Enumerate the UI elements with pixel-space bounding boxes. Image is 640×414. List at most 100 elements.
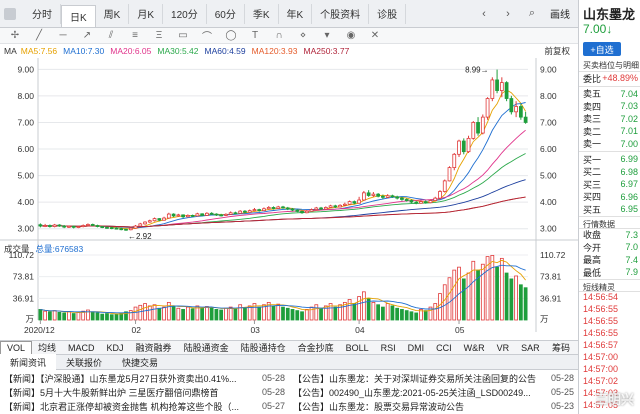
candle [504,82,509,99]
segment-tool-icon[interactable]: ─ [59,30,67,41]
bid-level-value: 6.99 [620,154,638,165]
indicator-tab-6[interactable]: 陆股通持仓 [240,343,286,353]
chips-tab[interactable]: 筹码 [551,343,570,353]
indicator-tab-12[interactable]: W&R [463,342,485,353]
volume-bar [171,305,176,321]
candle [499,82,504,91]
news-item-right[interactable]: 【公告】002490_山东墨龙:2021-05-25关注函_LSD00249..… [289,386,578,399]
eye-icon[interactable]: ◉ [346,30,356,41]
indicator-tab-13[interactable]: VR [496,342,510,353]
rect-tool-icon[interactable]: ▭ [178,30,188,41]
delete-icon[interactable]: ✕ [370,30,380,41]
ray-tool-icon[interactable]: ↗ [82,30,92,41]
ma-label[interactable]: MA [4,46,17,56]
tab-1[interactable]: 日K [61,4,96,27]
news-tab-2[interactable]: 快捷交易 [122,357,159,368]
volume-bar [504,272,509,321]
volume-bar [390,305,395,321]
bid-level-value: 6.96 [620,191,638,202]
circle-tool-icon[interactable]: ◯ [225,30,237,41]
candle [485,98,490,118]
tab-9[interactable]: 诊股 [369,3,407,24]
add-watchlist-button[interactable]: +自选 [583,42,621,56]
bid-level-label: 买三 [583,179,602,190]
candle [428,200,433,204]
parallel-tool-icon[interactable]: ≡ [132,30,138,41]
tab-4[interactable]: 120分 [163,3,207,24]
news-title[interactable]: 【新闻】【沪深股通】山东墨龙5月27日获外资卖出0.41%... [4,373,237,384]
indicator-tab-11[interactable]: CCI [436,342,452,353]
indicator-tab-0[interactable]: VOL [0,340,33,355]
candle [385,195,390,198]
tab-3[interactable]: 月K [129,3,164,24]
indicator-tab-bar: VOL 均线 MACD KDJ 融资融券 陆股通资金 陆股通持仓 合金抄底 BOLL RSI DMI… [0,340,578,355]
volume-bar [67,311,71,321]
news-title[interactable]: 【新闻】北京君正涨停却被资金抛售 机构抢筹这些个股（... [4,401,240,412]
channel-tool-icon[interactable]: ⫽ [108,30,114,41]
candle [342,203,347,206]
tab-0[interactable]: 分时 [24,3,61,24]
cycle-tool-icon[interactable]: ∩ [275,30,283,41]
dropdown-icon[interactable]: ▾ [324,30,330,41]
volume-bar [166,301,171,321]
indicator-tab-9[interactable]: RSI [380,342,396,353]
news-title[interactable]: 【新闻】5月十大牛股新鲜出炉 三星医疗翻倍问鼎榜首 [4,387,219,398]
search-icon[interactable]: ⌕ [528,7,536,19]
news-item-right[interactable]: 【公告】山东墨龙：关于对深圳证券交易所关注函回复的公告 05-28 [289,372,578,385]
volume-bar [300,311,304,321]
tab-6[interactable]: 季K [245,3,279,24]
elf-time: 14:56:55 [583,303,619,314]
tab-5[interactable]: 60分 [207,3,245,24]
adjustment-dropdown[interactable]: 前复权 [544,46,570,56]
volume-bar [76,311,81,321]
tab-7[interactable]: 年K [279,3,313,24]
text-tool-icon[interactable]: T [251,30,259,41]
candle [523,116,528,123]
crosshair-icon[interactable]: ✢ [10,30,20,41]
news-item-right[interactable]: 【公告】山东墨龙：股票交易异常波动公告 05-23 [289,400,578,413]
news-tab-1[interactable]: 关联报价 [66,357,103,368]
panel-toggle-icon[interactable] [4,7,16,20]
volume-bar [323,305,328,321]
indicator-tab-4[interactable]: 融资融券 [135,343,172,353]
indicator-tab-10[interactable]: DMI [407,342,425,353]
announcement-title[interactable]: 【公告】山东墨龙：股票交易异常波动公告 [293,401,465,412]
candle [38,224,43,227]
tab-2[interactable]: 周K [96,3,130,24]
candle [262,208,266,212]
candle [452,153,457,168]
bid-level-value: 6.97 [620,179,638,190]
draw-line-button[interactable]: 画线 [550,10,570,21]
volume-bar [414,312,419,321]
arc-tool-icon[interactable]: ⌒ [202,32,212,43]
announcement-title[interactable]: 【公告】山东墨龙：关于对深圳证券交易所关注函回复的公告 [293,373,537,384]
candle [404,199,409,201]
indicator-tab-5[interactable]: 陆股通资金 [183,343,229,353]
indicator-tab-8[interactable]: BOLL [345,342,369,353]
news-item-left[interactable]: 【新闻】5月十大牛股新鲜出炉 三星医疗翻倍问鼎榜首 05-28 [0,386,289,399]
indicator-tab-7[interactable]: 合金抄底 [297,343,334,353]
news-item-left[interactable]: 【新闻】【沪深股通】山东墨龙5月27日获外资卖出0.41%... 05-28 [0,372,289,385]
indicator-tab-1[interactable]: 均线 [38,343,57,353]
chevron-left-icon[interactable]: ‹ [482,7,486,20]
news-item-left[interactable]: 【新闻】北京君正涨停却被资金抛售 机构抢筹这些个股（... 05-27 [0,400,289,413]
news-tab-0[interactable]: 新闻资讯 [0,354,57,370]
indicator-tab-14[interactable]: SAR [521,342,540,353]
volume-bar [109,314,114,321]
candle [300,211,304,214]
node-tool-icon[interactable]: ⋄ [299,30,307,41]
chevron-right-icon[interactable]: › [506,7,510,20]
fib-tool-icon[interactable]: Ξ [155,30,163,41]
indicator-tab-2[interactable]: MACD [68,342,95,353]
kline-chart[interactable]: 9.00 9.00 8.00 8.00 7.00 7.00 6.00 6.00 5.00 5.00… [0,58,578,340]
line-tool-icon[interactable]: ╱ [35,30,43,41]
announcement-title[interactable]: 【公告】002490_山东墨龙:2021-05-25关注函_LSD00249..… [293,387,531,398]
bid-level-value: 6.95 [620,204,638,215]
price-tick-left: 6.00 [17,144,34,154]
indicator-tab-3[interactable]: KDJ [106,342,124,353]
ma-value-3: MA30:5.42 [157,46,199,56]
candle [185,215,190,218]
tab-8[interactable]: 个股资料 [312,3,370,24]
volume-bar [105,313,109,321]
ask-level-label: 卖五 [583,89,602,100]
